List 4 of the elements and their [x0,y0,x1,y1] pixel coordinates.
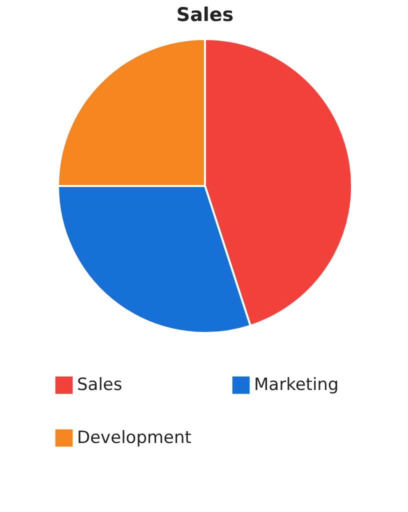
legend-label: Sales [77,375,122,396]
legend-label: Marketing [254,375,339,396]
legend-label: Development [77,428,192,448]
chart-title: Sales [176,4,234,26]
